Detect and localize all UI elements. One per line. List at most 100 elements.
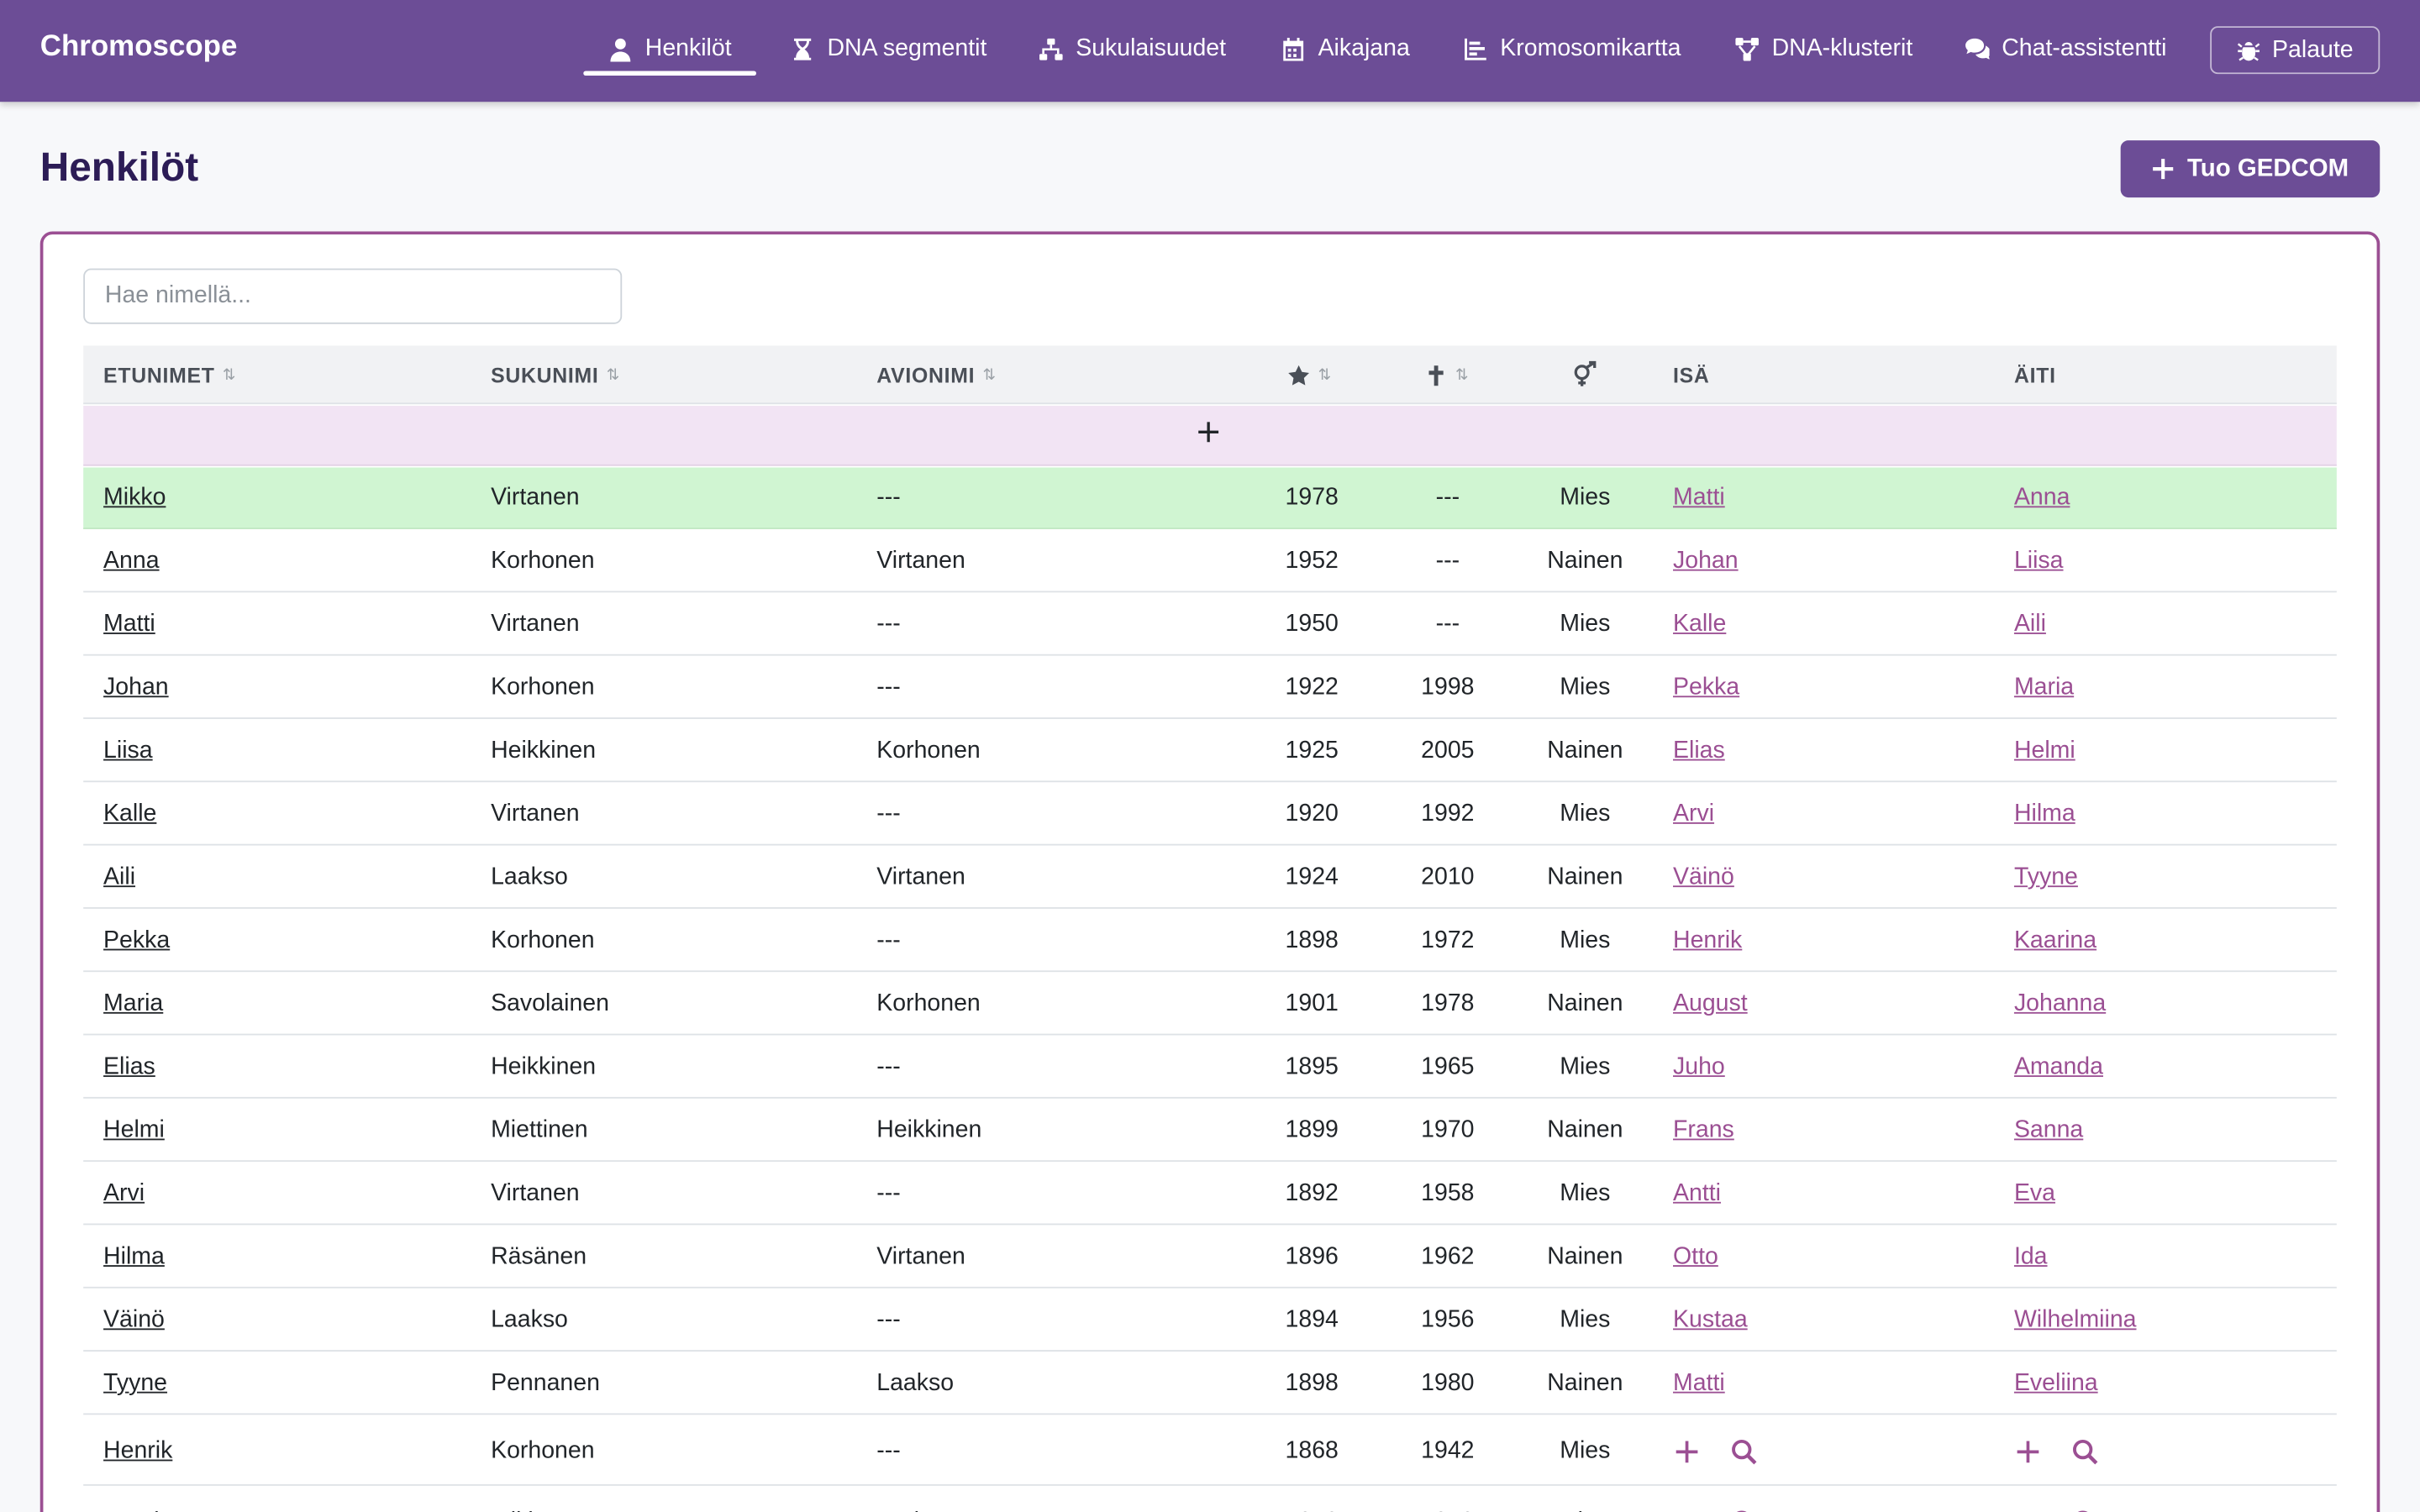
father-cell[interactable]: Henrik [1673,927,1743,954]
brand-logo[interactable]: Chromoscope [39,30,238,64]
first-name-cell[interactable]: Anna [103,548,160,575]
first-name-cell[interactable]: Kaarina [103,1488,186,1512]
mother-cell[interactable]: Wilhelmiina [2013,1306,2137,1333]
first-name-cell[interactable]: Matti [103,611,155,638]
column-header-married-name[interactable]: AVIONIMI ⇅ [876,363,996,387]
mother-cell[interactable]: Aili [2013,611,2046,638]
father-cell[interactable]: Väinö [1673,864,1734,890]
father-cell[interactable]: Johan [1673,548,1739,575]
import-gedcom-button[interactable]: Tuo GEDCOM [2120,140,2381,198]
mother-cell[interactable]: Maria [2013,674,2075,701]
death-year-cell: 1962 [1421,1243,1475,1270]
plus-icon [1198,422,1219,443]
column-header-birth[interactable]: ⇅ [1287,345,1331,404]
table-row[interactable]: Tyyne Pennanen Laakso 1898 1980 Nainen Matti Ev… [83,1352,2337,1415]
table-row[interactable]: Anna Korhonen Virtanen 1952 --- Nainen Johan Li… [83,530,2337,593]
gender-cell: Mies [1560,484,1611,511]
mother-cell[interactable]: Tyyne [2013,864,2078,890]
cross-icon [1428,365,1444,386]
nav-item-aikajana[interactable]: Aikajana [1256,24,1434,74]
father-cell[interactable]: Elias [1673,737,1725,764]
mother-cell[interactable]: Johanna [2013,990,2107,1017]
first-name-cell[interactable]: Hilma [103,1243,165,1270]
father-cell[interactable]: Otto [1673,1243,1718,1270]
mother-cell[interactable]: Kaarina [2013,927,2097,954]
nav-item-dna-segmentit[interactable]: DNA segmentit [765,24,1012,74]
table-row[interactable]: Matti Virtanen --- 1950 --- Mies Kalle Aili [83,594,2337,656]
table-row[interactable]: Väinö Laakso --- 1894 1956 Mies Kustaa Wilhelmi… [83,1289,2337,1352]
table-row[interactable]: Kaarina Mikkonen Korhonen 1872 1948 Nainen [83,1487,2337,1512]
gender-cell: Nainen [1547,1370,1623,1397]
mother-cell[interactable]: Amanda [2013,1053,2103,1080]
search-father-search-icon[interactable] [1730,1508,1758,1512]
first-name-cell[interactable]: Tyyne [103,1370,168,1397]
first-name-cell[interactable]: Helmi [103,1116,165,1144]
table-row[interactable]: Aili Laakso Virtanen 1924 2010 Nainen Väinö Tyy… [83,847,2337,909]
sort-icon: ⇅ [1318,366,1331,384]
first-name-cell[interactable]: Mikko [103,484,166,511]
search-mother-search-icon[interactable] [2071,1508,2099,1512]
add-mother-plus-icon[interactable] [2014,1437,2042,1465]
first-name-cell[interactable]: Henrik [103,1436,173,1464]
nav-item-chat-assistentti[interactable]: Chat-assistentti [1940,24,2191,74]
father-cell[interactable]: Frans [1673,1116,1734,1144]
gender-cell: Nainen [1547,1243,1623,1270]
first-name-cell[interactable]: Johan [103,674,169,701]
father-cell[interactable]: Kustaa [1673,1306,1748,1333]
mother-cell[interactable]: Hilma [2013,801,2075,827]
first-name-cell[interactable]: Arvi [103,1180,145,1207]
mother-cell[interactable]: Eva [2013,1180,2056,1207]
father-cell[interactable]: Juho [1673,1053,1725,1080]
birth-year-cell: 1952 [1285,548,1339,575]
search-mother-search-icon[interactable] [2071,1437,2099,1465]
table-row[interactable]: Johan Korhonen --- 1922 1998 Mies Pekka Maria [83,657,2337,719]
father-cell[interactable]: August [1673,990,1748,1017]
table-row[interactable]: Liisa Heikkinen Korhonen 1925 2005 Nainen Elia… [83,720,2337,783]
first-name-cell[interactable]: Väinö [103,1306,165,1333]
first-name-cell[interactable]: Maria [103,990,164,1017]
table-row[interactable]: Arvi Virtanen --- 1892 1958 Mies Antti Eva [83,1163,2337,1226]
table-row[interactable]: Elias Heikkinen --- 1895 1965 Mies Juho Amanda [83,1037,2337,1099]
search-input[interactable] [83,268,623,324]
table-row[interactable]: Hilma Räsänen Virtanen 1896 1962 Nainen Otto Id… [83,1226,2337,1289]
table-row[interactable]: Kalle Virtanen --- 1920 1992 Mies Arvi Hilma [83,784,2337,846]
add-person-row[interactable] [83,406,2337,466]
table-row[interactable]: Pekka Korhonen --- 1898 1972 Mies Henrik Kaarin… [83,910,2337,973]
table-row[interactable]: Maria Savolainen Korhonen 1901 1978 Nainen Aug… [83,973,2337,1036]
mother-cell[interactable]: Ida [2013,1243,2048,1270]
feedback-button[interactable]: Palaute [2210,26,2381,75]
plus-icon [2153,159,2174,180]
column-header-first-names[interactable]: ETUNIMET ⇅ [103,363,236,387]
add-father-plus-icon[interactable] [1673,1508,1701,1512]
mother-cell[interactable]: Sanna [2013,1116,2084,1144]
first-name-cell[interactable]: Liisa [103,737,153,764]
nav-item-dna-klusterit[interactable]: DNA-klusterit [1710,24,1938,74]
add-father-plus-icon[interactable] [1673,1437,1701,1465]
mother-cell[interactable]: Anna [2013,484,2070,511]
father-cell[interactable]: Antti [1673,1180,1721,1207]
first-name-cell[interactable]: Pekka [103,927,171,954]
father-cell[interactable]: Matti [1673,484,1725,511]
father-cell[interactable]: Pekka [1673,674,1740,701]
father-cell[interactable]: Arvi [1673,801,1715,827]
add-mother-plus-icon[interactable] [2014,1508,2042,1512]
father-cell[interactable]: Matti [1673,1370,1725,1397]
first-name-cell[interactable]: Aili [103,864,136,890]
nav-item-kromosomikartta[interactable]: Kromosomikartta [1439,24,1706,74]
table-row[interactable]: Mikko Virtanen --- 1978 --- Mies Matti Anna [83,467,2337,530]
father-cell[interactable]: Kalle [1673,611,1727,638]
table-row[interactable]: Helmi Miettinen Heikkinen 1899 1970 Nainen Fra… [83,1100,2337,1163]
column-header-death[interactable]: ⇅ [1424,345,1468,404]
mother-cell[interactable]: Liisa [2013,548,2064,575]
mother-cell[interactable]: Helmi [2013,737,2075,764]
column-header-surname[interactable]: SUKUNIMI ⇅ [491,363,620,387]
nav-item-sukulaisuudet[interactable]: Sukulaisuudet [1014,24,1251,74]
death-year-cell: 1978 [1421,990,1475,1017]
search-father-search-icon[interactable] [1730,1437,1758,1465]
table-row[interactable]: Henrik Korhonen --- 1868 1942 Mies [83,1416,2337,1486]
mother-cell[interactable]: Eveliina [2013,1370,2098,1397]
column-header-father: ISÄ [1673,363,1710,387]
first-name-cell[interactable]: Elias [103,1053,155,1080]
nav-item-henkilot[interactable]: Henkilöt [583,24,757,76]
first-name-cell[interactable]: Kalle [103,801,157,827]
